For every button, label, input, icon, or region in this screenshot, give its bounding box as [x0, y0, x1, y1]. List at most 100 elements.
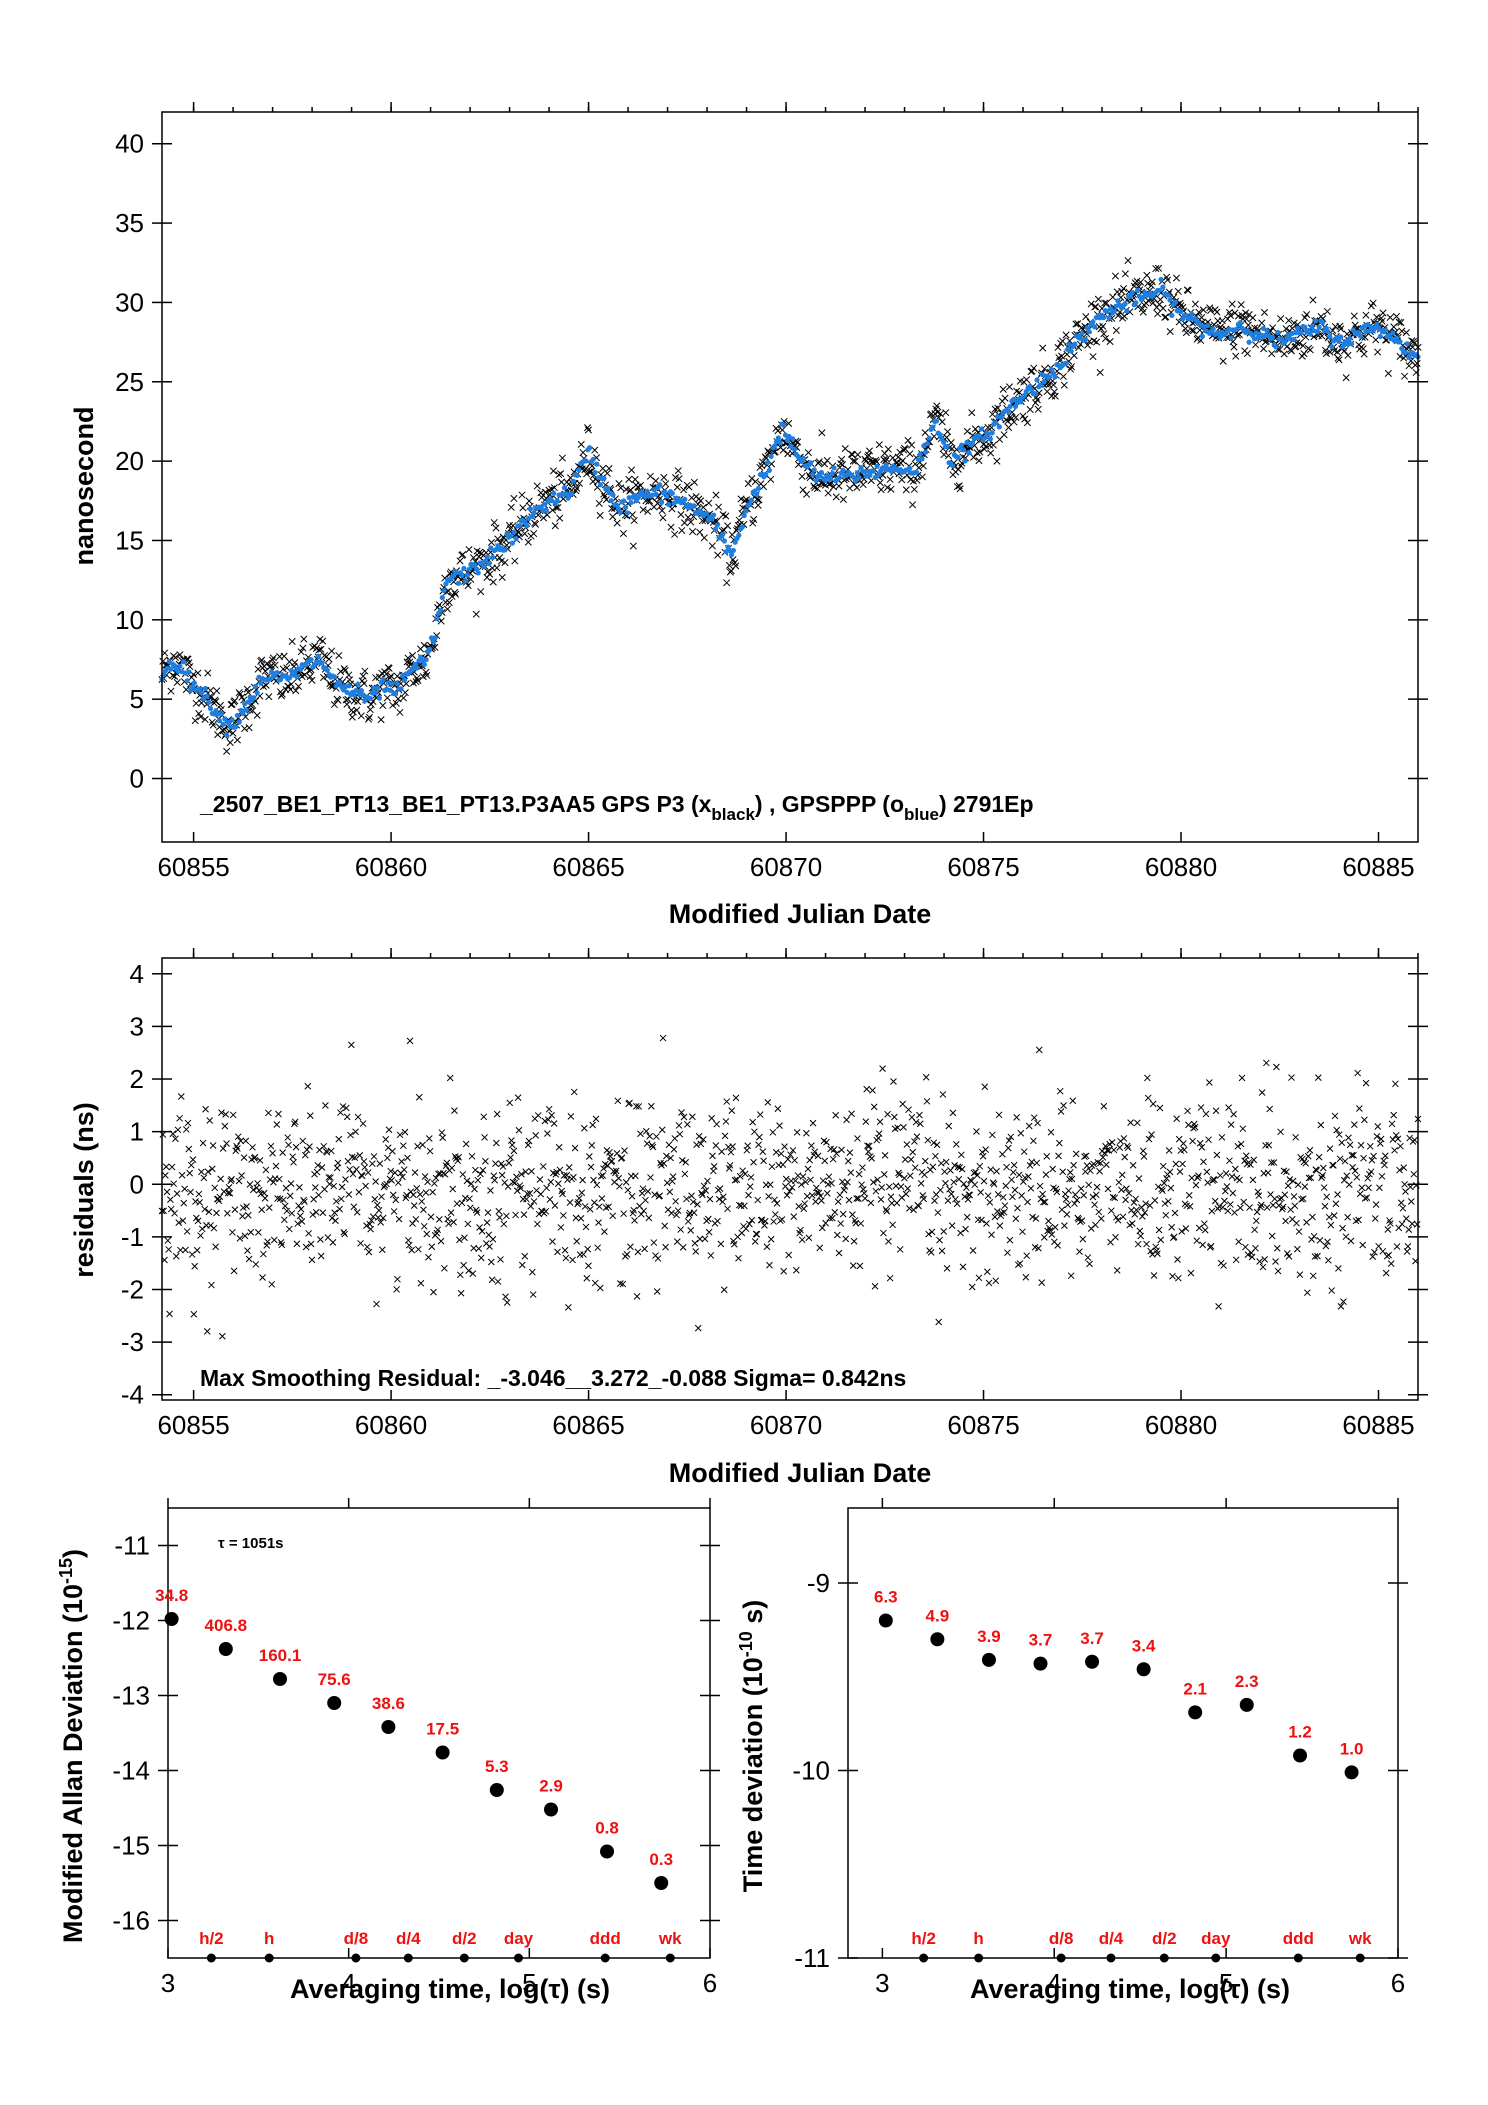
residual-point [707, 1252, 715, 1259]
residual-point [281, 1202, 289, 1210]
residual-point [619, 1280, 627, 1288]
residual-point [1357, 1141, 1365, 1149]
residual-point [871, 1282, 879, 1290]
residual-point [423, 1230, 431, 1238]
raw-point [778, 426, 786, 434]
residual-point [1093, 1183, 1101, 1191]
raw-point [1396, 352, 1404, 360]
residual-point [834, 1198, 842, 1205]
residual-point [1253, 1208, 1261, 1216]
smoothed-point [1100, 315, 1107, 321]
raw-point [173, 678, 181, 687]
raw-point [884, 445, 892, 453]
residual-point [1003, 1163, 1010, 1171]
interval-marker [351, 1953, 361, 1963]
residual-point [330, 1182, 338, 1190]
raw-point [755, 496, 763, 504]
residual-point [465, 1267, 473, 1274]
raw-point [767, 475, 775, 483]
raw-point [226, 739, 234, 747]
residual-point [404, 1154, 411, 1162]
residual-point [792, 1177, 799, 1185]
smoothed-point [601, 475, 607, 481]
residual-point [565, 1164, 573, 1171]
residual-point [675, 1122, 683, 1129]
residual-point [696, 1235, 704, 1243]
smoothed-point [1041, 379, 1047, 385]
residual-point [1344, 1213, 1351, 1221]
x-tick-label: 60880 [1145, 1410, 1217, 1440]
residual-point [494, 1278, 502, 1285]
residual-point [1266, 1105, 1274, 1113]
residual-point [1077, 1185, 1085, 1193]
residual-point [513, 1173, 520, 1181]
smoothed-point [950, 462, 956, 469]
residual-point [1002, 1182, 1010, 1190]
smoothed-point [392, 690, 399, 697]
residual-point [1242, 1152, 1250, 1160]
residual-point [805, 1234, 813, 1242]
residual-point [1155, 1226, 1163, 1234]
residual-point [1045, 1217, 1052, 1225]
residual-point [358, 1172, 366, 1180]
residual-point [236, 1235, 244, 1242]
raw-point [688, 494, 696, 502]
residual-point [1102, 1142, 1109, 1150]
smoothed-point [218, 710, 224, 716]
smoothed-point [482, 558, 489, 564]
raw-point [575, 479, 584, 487]
smoothed-point [376, 695, 383, 701]
residual-point [202, 1105, 209, 1113]
interval-marker [403, 1953, 413, 1963]
smoothed-point [207, 705, 214, 712]
y-tick-label: 3 [130, 1011, 144, 1041]
residual-point [1165, 1147, 1173, 1154]
raw-point [231, 697, 239, 705]
residual-point [1359, 1241, 1367, 1249]
residual-point [1377, 1135, 1385, 1143]
residual-point [1212, 1107, 1220, 1115]
residual-point [304, 1082, 312, 1090]
residual-point [439, 1134, 447, 1142]
residual-point [298, 1218, 306, 1225]
smoothed-point [610, 492, 616, 498]
residual-point [825, 1173, 833, 1181]
residual-point [173, 1190, 181, 1197]
residual-point [663, 1179, 671, 1187]
raw-point [1092, 303, 1100, 311]
residual-point [361, 1163, 369, 1171]
residual-point [559, 1190, 566, 1198]
residual-point [802, 1178, 809, 1186]
x-tick-label: 60860 [355, 852, 427, 882]
residual-point [220, 1188, 228, 1196]
residual-point [699, 1136, 707, 1143]
raw-point [1413, 359, 1421, 367]
residual-point [718, 1148, 726, 1155]
residual-point [936, 1236, 943, 1244]
residual-point [437, 1237, 445, 1245]
raw-point [595, 499, 603, 507]
residual-point [272, 1162, 280, 1170]
raw-point [750, 515, 758, 524]
residual-point [1175, 1274, 1182, 1282]
residual-point [268, 1280, 276, 1288]
residual-point [1326, 1145, 1334, 1152]
residual-point [698, 1189, 705, 1197]
residual-point [1273, 1063, 1280, 1071]
residual-point [1035, 1046, 1043, 1054]
residual-point [411, 1169, 419, 1176]
smoothed-point [466, 566, 472, 572]
raw-point [1333, 348, 1341, 356]
residual-point [513, 1187, 521, 1195]
residual-point [1019, 1178, 1027, 1186]
residual-point [562, 1254, 570, 1262]
raw-point [1400, 372, 1409, 380]
raw-point [1251, 341, 1260, 349]
residual-point [896, 1246, 904, 1253]
residual-point [586, 1205, 594, 1213]
residual-point [172, 1252, 180, 1260]
residual-point [643, 1140, 651, 1147]
residual-point [1011, 1186, 1019, 1194]
residual-point [1242, 1243, 1249, 1251]
residual-point [937, 1159, 945, 1167]
